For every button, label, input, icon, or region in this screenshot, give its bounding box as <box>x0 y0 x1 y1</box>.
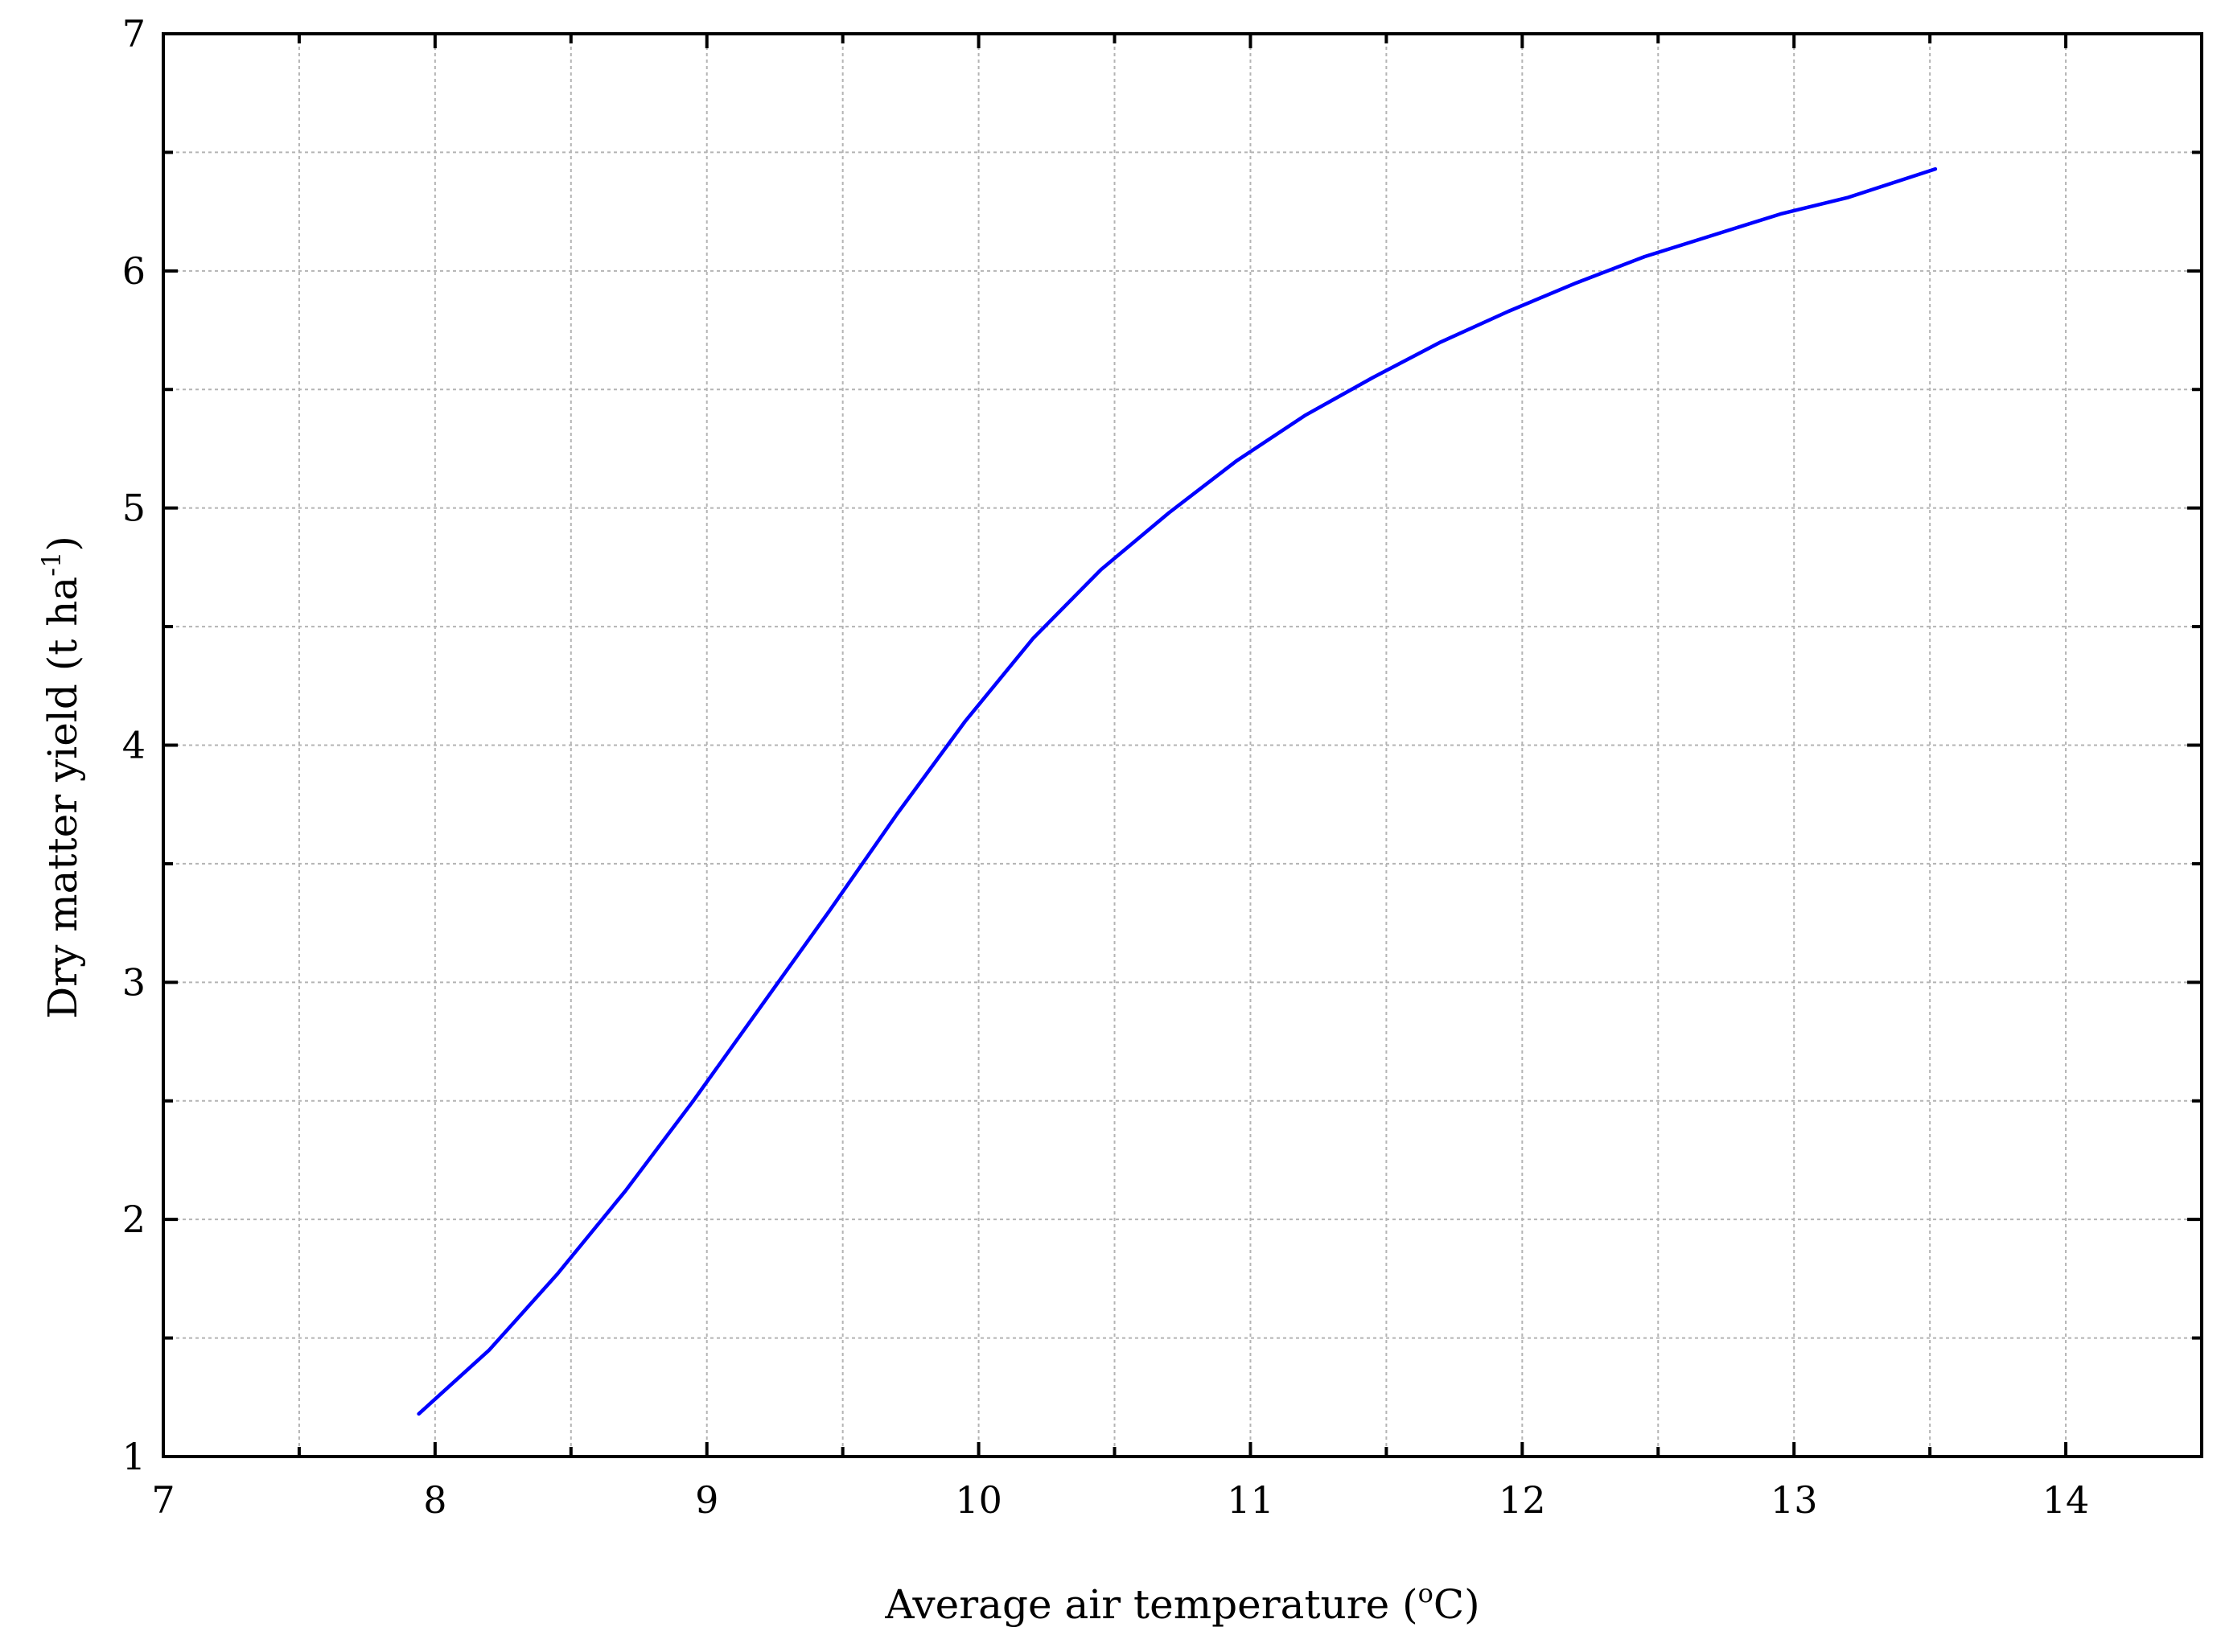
y-tick-label: 7 <box>122 12 146 55</box>
series-line <box>417 166 1938 1416</box>
y-tick-label: 6 <box>122 249 146 293</box>
x-tick-label: 14 <box>2042 1478 2090 1522</box>
x-tick-label: 9 <box>695 1478 718 1522</box>
y-tick-label: 2 <box>122 1198 146 1241</box>
x-tick-label: 8 <box>423 1478 446 1522</box>
x-tick-label: 13 <box>1771 1478 1818 1522</box>
y-tick-label: 4 <box>122 724 146 767</box>
x-tick-label: 7 <box>151 1478 175 1522</box>
x-tick-label: 12 <box>1499 1478 1546 1522</box>
ticks <box>162 32 2202 1458</box>
y-tick-label: 1 <box>122 1435 146 1478</box>
y-tick-label: 5 <box>122 487 146 530</box>
y-tick-label: 3 <box>122 960 146 1004</box>
y-axis-title: Dry matter yield (t ha-1) <box>36 536 86 1019</box>
x-tick-label: 10 <box>955 1478 1002 1522</box>
grid <box>163 34 2202 1457</box>
series-layer <box>417 166 1938 1416</box>
x-axis-title: Average air temperature (oC) <box>884 1578 1479 1628</box>
x-tick-label: 11 <box>1227 1478 1274 1522</box>
